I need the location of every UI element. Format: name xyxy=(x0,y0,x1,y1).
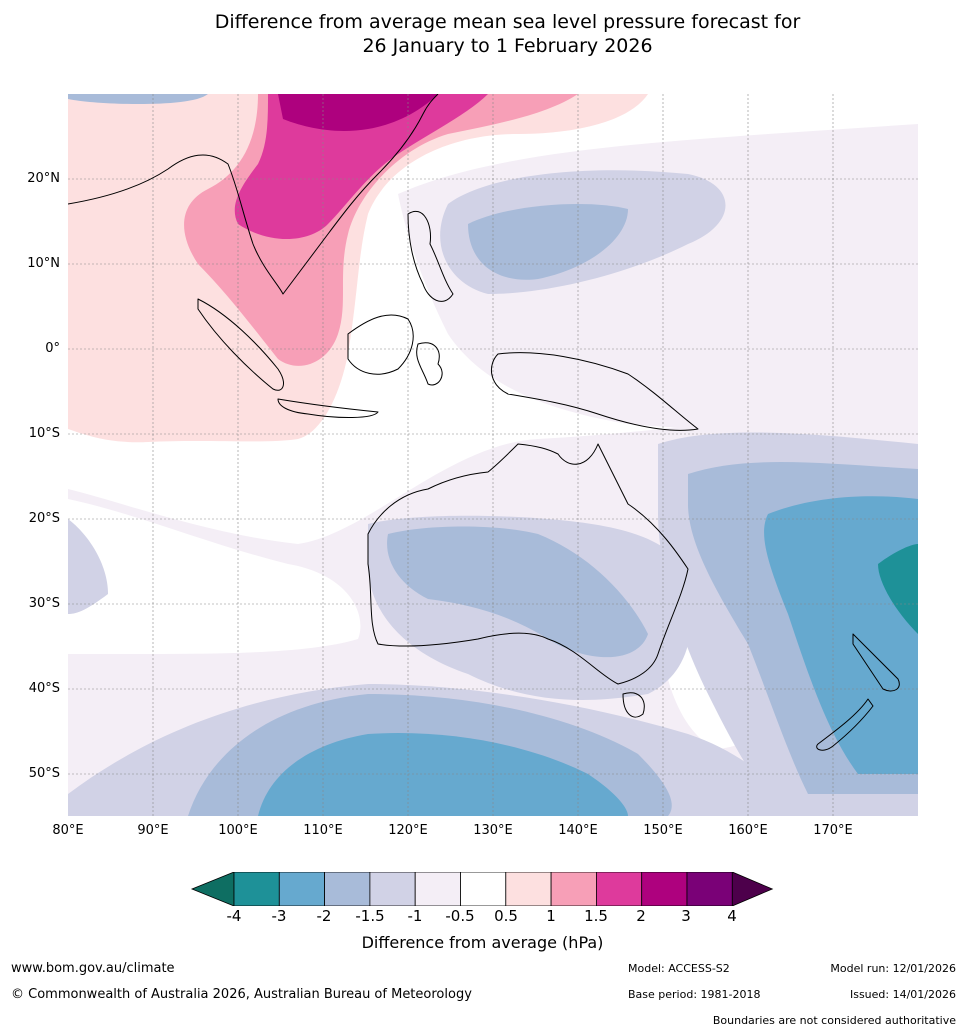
colorbar-tick-2: -2 xyxy=(316,907,332,925)
contour-paleblue-australia xyxy=(387,526,648,658)
contour-paleblue-north xyxy=(468,204,628,280)
contour-blue-south xyxy=(258,733,628,816)
disclaimer-text: Boundaries are not considered authoritat… xyxy=(712,1014,956,1027)
contour-darkmagenta-asia xyxy=(278,94,438,131)
model-run-text: Model run: 12/01/2026 xyxy=(830,962,956,975)
title-line-1: Difference from average mean sea level p… xyxy=(214,11,801,33)
philippines-coastline xyxy=(407,211,454,302)
java-coastline xyxy=(277,398,379,419)
map-title: Difference from average mean sea level p… xyxy=(0,10,965,58)
lon-label-120e: 120°E xyxy=(388,823,428,838)
lon-label-110e: 110°E xyxy=(303,823,343,838)
colorbar-swatch xyxy=(550,872,597,906)
lon-label-80e: 80°E xyxy=(52,823,84,838)
title-line-2: 26 January to 1 February 2026 xyxy=(362,35,653,57)
colorbar-tick-9: 2 xyxy=(636,907,646,925)
contour-pale-pink-asia xyxy=(68,94,648,443)
new-zealand-north-coastline xyxy=(852,633,900,692)
colorbar-swatch xyxy=(686,872,733,906)
lon-label-140e: 140°E xyxy=(558,823,598,838)
colorbar-extend-high xyxy=(731,872,774,906)
colorbar-swatch xyxy=(369,872,416,906)
sulawesi-coastline xyxy=(416,342,443,386)
colorbar-tick-7: 1 xyxy=(546,907,556,925)
colorbar-swatch xyxy=(278,872,326,906)
colorbar-tick-11: 4 xyxy=(727,907,737,925)
pressure-anomaly-map xyxy=(68,94,918,816)
lon-label-150e: 150°E xyxy=(643,823,683,838)
colorbar-swatch xyxy=(324,872,371,906)
contour-magenta-asia xyxy=(234,94,488,239)
colorbar-tick-6: 0.5 xyxy=(494,907,518,925)
colorbar-tick-3: -1.5 xyxy=(355,907,385,925)
colorbar-swatches xyxy=(190,872,774,906)
borneo-coastline xyxy=(347,314,414,375)
colorbar xyxy=(190,872,774,906)
colorbar-title: Difference from average (hPa) xyxy=(361,933,604,952)
base-period-text: Base period: 1981-2018 xyxy=(628,988,761,1001)
lon-label-130e: 130°E xyxy=(473,823,513,838)
new-zealand-south-coastline xyxy=(816,698,874,751)
issued-text: Issued: 14/01/2026 xyxy=(849,988,956,1001)
model-text: Model: ACCESS-S2 xyxy=(628,962,730,975)
australia-coastline xyxy=(367,443,689,685)
colorbar-extend-low xyxy=(190,872,235,906)
lat-label-0: 0° xyxy=(45,341,60,356)
lat-label-40s: 40°S xyxy=(28,681,60,696)
colorbar-swatch xyxy=(460,872,507,906)
contour-white-gap-south xyxy=(68,499,361,654)
sumatra-coastline xyxy=(197,298,284,391)
colorbar-tick-5: -0.5 xyxy=(445,907,475,925)
copyright-text: © Commonwealth of Australia 2026, Austra… xyxy=(11,987,472,1002)
lat-label-10n: 10°N xyxy=(27,256,60,271)
tasmania-coastline xyxy=(622,692,645,718)
colorbar-tick-0: -4 xyxy=(226,907,242,925)
lat-label-10s: 10°S xyxy=(28,426,60,441)
colorbar-swatch xyxy=(595,872,643,906)
colorbar-swatch xyxy=(505,872,552,906)
graticule xyxy=(68,94,918,816)
contour-bluish-corner xyxy=(68,94,208,104)
colorbar-tick-4: -1 xyxy=(407,907,423,925)
colorbar-swatch xyxy=(233,872,280,906)
colorbar-swatch xyxy=(641,872,688,906)
lat-label-20s: 20°S xyxy=(28,511,60,526)
asia-mainland-coastline xyxy=(68,94,439,295)
colorbar-swatch xyxy=(414,872,461,906)
website-link[interactable]: www.bom.gov.au/climate xyxy=(11,961,175,976)
lon-label-170e: 170°E xyxy=(813,823,853,838)
colorbar-tick-1: -3 xyxy=(271,907,287,925)
colorbar-tick-8: 1.5 xyxy=(584,907,608,925)
contour-teal-east xyxy=(878,544,918,634)
lat-label-50s: 50°S xyxy=(28,766,60,781)
lon-label-100e: 100°E xyxy=(218,823,258,838)
colorbar-tick-10: 3 xyxy=(681,907,691,925)
lon-label-160e: 160°E xyxy=(728,823,768,838)
lon-label-90e: 90°E xyxy=(137,823,169,838)
new-guinea-coastline xyxy=(490,352,699,431)
lat-label-30s: 30°S xyxy=(28,596,60,611)
lat-label-20n: 20°N xyxy=(27,171,60,186)
contour-lavender-west xyxy=(68,519,108,614)
coastlines xyxy=(68,94,900,751)
